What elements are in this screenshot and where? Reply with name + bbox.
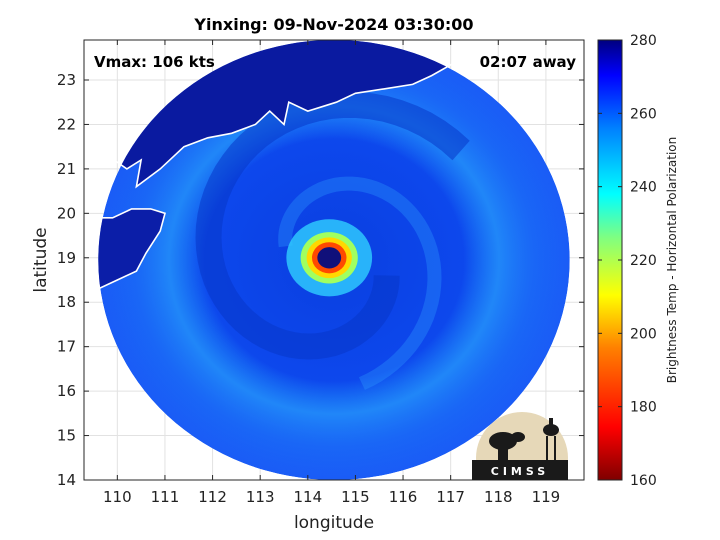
colorbar-tick-label: 180 xyxy=(630,400,657,416)
x-tick-label: 115 xyxy=(341,488,370,506)
coastline-mainland xyxy=(84,40,499,189)
y-tick-label: 19 xyxy=(57,249,76,267)
brightness-temp-field xyxy=(84,40,570,480)
x-axis: 110 111 112 113 114 115 116 117 118 119 xyxy=(103,40,560,506)
x-tick-label: 112 xyxy=(198,488,227,506)
x-tick-label: 116 xyxy=(389,488,418,506)
x-axis-label: longitude xyxy=(294,513,374,533)
cimss-logo-text: CIMSS xyxy=(491,465,549,478)
colorbar-tick-label: 160 xyxy=(630,473,657,489)
colorbar-tick-label: 200 xyxy=(630,326,657,342)
y-tick-label: 15 xyxy=(57,427,76,445)
hainan-region xyxy=(98,208,165,289)
spiral-band-1 xyxy=(195,91,470,360)
y-axis: 14 15 16 17 18 19 20 21 22 23 xyxy=(57,71,584,489)
x-tick-label: 110 xyxy=(103,488,132,506)
y-tick-label: 21 xyxy=(57,160,76,178)
colorbar-tick-label: 220 xyxy=(630,253,657,269)
coastline-hainan xyxy=(84,208,166,290)
y-tick-label: 14 xyxy=(57,471,76,489)
y-axis-label: latitude xyxy=(31,227,51,292)
x-tick-label: 114 xyxy=(293,488,322,506)
colorbar-tick-label: 260 xyxy=(630,106,657,122)
y-tick-label: 23 xyxy=(57,71,76,89)
y-tick-label: 17 xyxy=(57,338,76,356)
y-tick-label: 16 xyxy=(57,382,76,400)
x-tick-label: 117 xyxy=(436,488,465,506)
x-tick-label: 119 xyxy=(532,488,561,506)
time-away-annotation: 02:07 away xyxy=(480,53,577,71)
cimss-logo: CIMSS xyxy=(472,412,568,480)
y-tick-label: 22 xyxy=(57,115,76,133)
x-tick-label: 111 xyxy=(151,488,180,506)
x-tick-label: 113 xyxy=(246,488,275,506)
y-tick-label: 20 xyxy=(57,204,76,222)
vmax-annotation: Vmax: 106 kts xyxy=(94,53,215,71)
spiral-band-2 xyxy=(278,176,442,390)
colorbar-label: Brightness Temp - Horizontal Polarizatio… xyxy=(665,137,679,384)
chart-title: Yinxing: 09-Nov-2024 03:30:00 xyxy=(193,15,473,34)
storm-eye xyxy=(317,247,342,269)
colorbar-tick-label: 240 xyxy=(630,180,657,196)
x-tick-label: 118 xyxy=(484,488,513,506)
colorbar-ticks: 160 180 200 220 240 260 280 xyxy=(598,33,657,489)
y-tick-label: 18 xyxy=(57,293,76,311)
colorbar-tick-label: 280 xyxy=(630,33,657,49)
axes-frame xyxy=(83,39,585,481)
